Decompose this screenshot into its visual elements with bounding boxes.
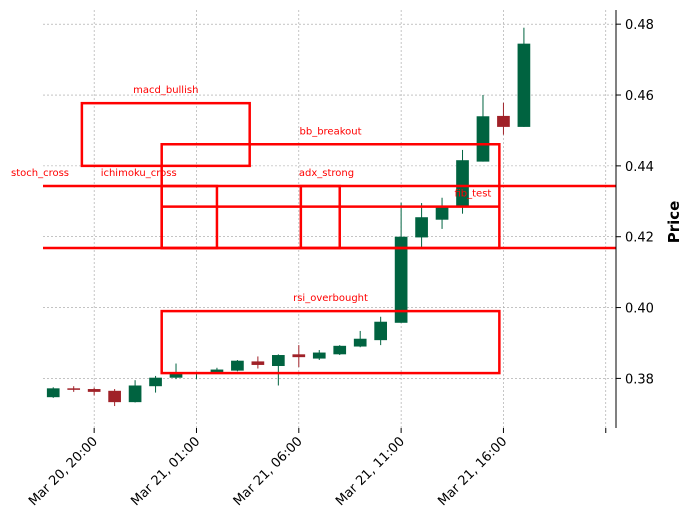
candle bbox=[231, 359, 244, 372]
candle-body bbox=[271, 355, 285, 367]
candle-body bbox=[87, 389, 101, 392]
ichimoku-cross-box bbox=[160, 184, 219, 250]
candles bbox=[46, 27, 531, 407]
candle bbox=[476, 95, 490, 162]
candle-body bbox=[435, 206, 449, 220]
rsi-overbought-box bbox=[160, 309, 501, 375]
candle bbox=[169, 363, 183, 380]
candle bbox=[87, 387, 101, 396]
candle-body bbox=[67, 388, 81, 390]
candle bbox=[67, 386, 81, 392]
x-tick-label: Mar 21, 06:00 bbox=[231, 434, 306, 509]
adx-strong-box bbox=[299, 184, 341, 250]
candle bbox=[271, 354, 285, 386]
candle bbox=[333, 345, 347, 356]
y-tick-label: 0.48 bbox=[625, 18, 654, 33]
candle bbox=[394, 202, 408, 323]
candle-body bbox=[374, 321, 388, 341]
x-tick-label: Mar 21, 16:00 bbox=[435, 434, 510, 509]
candle-body bbox=[210, 369, 224, 373]
candle bbox=[497, 102, 510, 135]
macd-bullish-box bbox=[80, 101, 251, 168]
annotation-label-stoch-cross: stoch_cross bbox=[11, 168, 69, 179]
candle-body bbox=[517, 43, 531, 127]
candle-body bbox=[108, 390, 121, 403]
y-axis-label: Price bbox=[665, 201, 683, 244]
annotation-label-bb-breakout: bb_breakout bbox=[300, 126, 362, 137]
candle-body bbox=[497, 115, 510, 127]
y-tick-label: 0.46 bbox=[625, 89, 654, 104]
candle bbox=[251, 356, 265, 369]
candle bbox=[128, 380, 142, 403]
candle bbox=[353, 330, 367, 348]
candle bbox=[374, 316, 388, 346]
y-tick-label: 0.38 bbox=[625, 372, 654, 387]
annotation-label-ichimoku-cross: ichimoku_cross bbox=[101, 168, 177, 179]
candle-body bbox=[251, 361, 265, 365]
y-tick-label: 0.40 bbox=[625, 302, 654, 317]
candle bbox=[46, 387, 60, 398]
x-tick-label: Mar 20, 20:00 bbox=[26, 434, 101, 509]
candle-body bbox=[415, 217, 428, 238]
annotation-label-macd-bullish: macd_bullish bbox=[133, 85, 198, 96]
annotation-label-rsi-overbought: rsi_overbought bbox=[293, 293, 368, 304]
candle-body bbox=[333, 345, 347, 355]
candle bbox=[456, 149, 469, 214]
candle-body bbox=[312, 352, 326, 359]
x-tick-label: Mar 21, 11:00 bbox=[333, 434, 408, 509]
candle bbox=[149, 375, 162, 393]
candle bbox=[108, 389, 121, 407]
candle-body bbox=[128, 385, 142, 403]
x-tick-label: Mar 21, 01:00 bbox=[128, 434, 203, 509]
y-tick-label: 0.42 bbox=[625, 231, 654, 246]
bb-breakout-box bbox=[160, 143, 501, 250]
candle bbox=[517, 27, 531, 127]
candle-body bbox=[456, 160, 469, 207]
candle-body bbox=[353, 338, 367, 347]
axes: 0.38 0.40 0.42 0.44 0.46 0.48 Mar 20, 20:00 Mar… bbox=[26, 10, 654, 509]
candle-body bbox=[231, 360, 244, 371]
candle-body bbox=[394, 236, 408, 323]
candle bbox=[435, 197, 449, 229]
y-tick-label: 0.44 bbox=[625, 160, 654, 175]
candle-body bbox=[169, 372, 183, 378]
candle bbox=[415, 203, 428, 248]
annotations: macd_bullish bb_breakout stoch_cross ichimo… bbox=[11, 85, 616, 375]
candle-body bbox=[46, 388, 60, 398]
annotation-label-fib-test: fib_test bbox=[454, 189, 491, 200]
candle bbox=[292, 345, 306, 368]
candle bbox=[312, 350, 326, 360]
candle-body bbox=[292, 354, 306, 358]
candle-body bbox=[149, 377, 162, 387]
candle-body bbox=[476, 116, 490, 162]
annotation-label-adx-strong: adx_strong bbox=[299, 168, 354, 179]
